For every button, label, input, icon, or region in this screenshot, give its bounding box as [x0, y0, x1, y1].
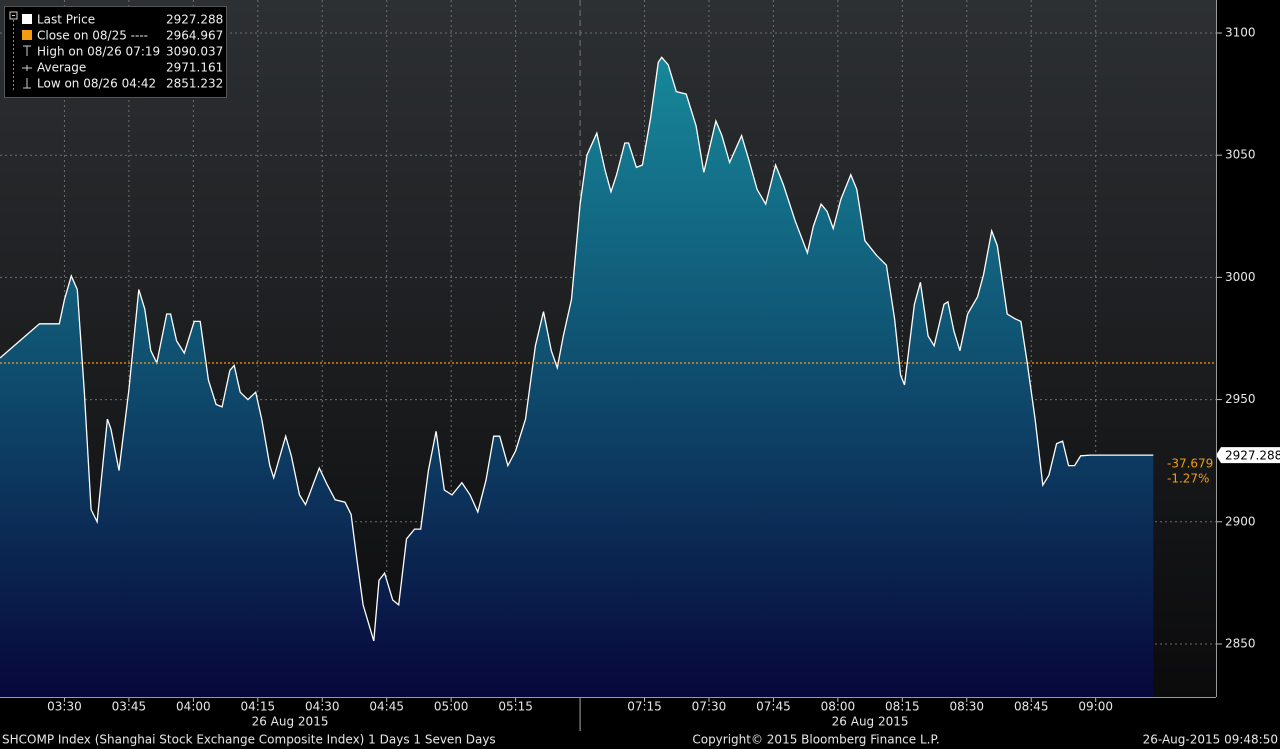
footer-left: SHCOMP Index (Shanghai Stock Exchange Co…: [2, 733, 496, 747]
x-tick-label: 09:00: [1078, 700, 1113, 714]
x-tick-label: 08:15: [885, 700, 920, 714]
x-tick-label: 04:45: [369, 700, 404, 714]
legend-label: Low on 08/26 04:42: [37, 77, 156, 91]
legend-high-icon: [23, 45, 31, 56]
x-tick-label: 04:15: [241, 700, 276, 714]
y-tick-label: 3000: [1225, 270, 1256, 284]
legend-value: 3090.037: [166, 45, 223, 59]
data: [0, 56, 1216, 698]
last-price-pointer: [1216, 447, 1280, 464]
x-tick-label: 07:45: [756, 700, 791, 714]
legend-swatch: [22, 14, 32, 24]
price-line: [0, 56, 1154, 642]
legend-toggle: [9, 11, 18, 20]
legend-value: 2971.161: [166, 61, 223, 75]
y-tick-label: 2850: [1225, 636, 1256, 650]
x-tick-label: 07:30: [692, 700, 727, 714]
legend-label: Last Price: [37, 13, 95, 27]
session-label: 26 Aug 2015: [252, 715, 329, 729]
last-price-label: 2927.288: [1225, 449, 1280, 463]
area-fill: [0, 57, 1154, 698]
x-tick-label: 04:30: [305, 700, 340, 714]
legend-value: 2927.288: [166, 13, 223, 27]
y-tick-label: 3050: [1225, 148, 1256, 162]
legend-label: Close on 08/25 ----: [37, 29, 148, 43]
legend-average-icon: [22, 65, 32, 71]
legend-texts: Last Price 2927.288 Close on 08/25 ---- 296…: [37, 13, 223, 91]
legend-value: 2851.232: [166, 77, 223, 91]
y-tick-label: 3100: [1225, 25, 1256, 39]
x-tick-label: 05:15: [498, 700, 533, 714]
legend: [4, 6, 227, 98]
legend-swatch: [22, 30, 32, 40]
x-tick-label: 03:45: [112, 700, 147, 714]
legend-box: [4, 6, 227, 98]
x-tick-label: 05:00: [434, 700, 469, 714]
change-pct-label: -1.27%: [1167, 472, 1209, 486]
change-label: -37.679: [1167, 457, 1213, 471]
footer-right: 26-Aug-2015 09:48:50: [1143, 733, 1278, 747]
x-tick-label: 08:30: [949, 700, 984, 714]
y-tick-label: 2950: [1225, 392, 1256, 406]
x-tick-label: 03:30: [47, 700, 82, 714]
y-tick-label: 2900: [1225, 514, 1256, 528]
legend-label: Average: [37, 61, 86, 75]
axes: 2850 2900 2950 3000 3050 3100 03:30 03:45 04:00 0…: [47, 25, 1280, 731]
legend-low-icon: [23, 78, 31, 89]
x-tick-label: 07:15: [627, 700, 662, 714]
x-tick-label: 08:00: [821, 700, 856, 714]
footer-center: Copyright© 2015 Bloomberg Finance L.P.: [692, 733, 939, 747]
legend-value: 2964.967: [166, 29, 223, 43]
x-tick-label: 04:00: [176, 700, 211, 714]
legend-label: High on 08/26 07:19: [37, 45, 160, 59]
session-label: 26 Aug 2015: [832, 715, 909, 729]
x-tick-label: 08:45: [1014, 700, 1049, 714]
